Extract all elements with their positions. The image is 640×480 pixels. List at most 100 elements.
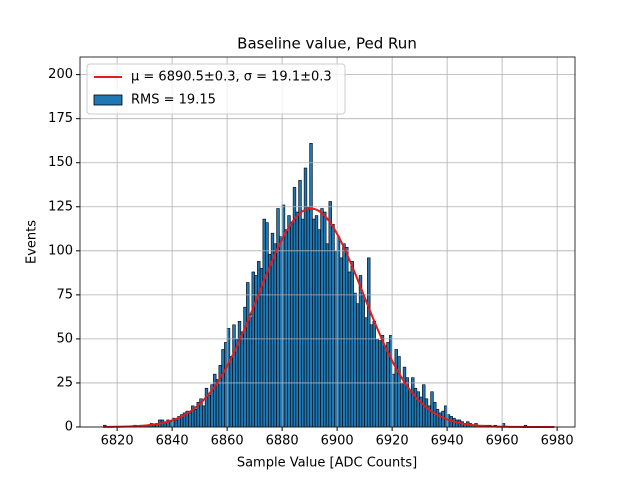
bar (174, 419, 178, 428)
x-tick-label: 6840 (156, 434, 189, 449)
bar (193, 409, 198, 428)
bar (287, 215, 291, 428)
bar (408, 391, 412, 428)
legend-patch (93, 94, 123, 106)
bar (257, 261, 261, 428)
x-tick-label: 6900 (321, 434, 354, 449)
fit-curve (103, 207, 555, 428)
bar (369, 324, 374, 428)
bar (435, 409, 440, 428)
axes-frame (79, 56, 576, 428)
bar (309, 143, 313, 428)
y-tick-label: 25 (56, 375, 73, 390)
bar (279, 236, 283, 428)
bar (345, 246, 349, 428)
x-axis-label: Sample Value [ADC Counts] (237, 456, 417, 471)
bar (312, 218, 316, 428)
bar (323, 211, 327, 428)
bar (411, 377, 415, 428)
bar (394, 349, 398, 428)
bar (314, 215, 319, 428)
bar (221, 349, 225, 428)
bar (215, 379, 220, 428)
y-tick-label: 75 (56, 287, 73, 302)
bar (339, 257, 343, 428)
bar (350, 261, 354, 428)
bar (424, 398, 429, 428)
bar (397, 356, 401, 428)
y-tick-label: 0 (65, 420, 73, 435)
y-tick-label: 125 (48, 199, 73, 214)
x-tick-label: 6960 (486, 434, 519, 449)
bar (325, 243, 330, 428)
bar (389, 335, 393, 428)
x-tick-label: 6880 (266, 434, 299, 449)
bar (292, 187, 297, 428)
bar (226, 328, 231, 428)
bar (213, 373, 217, 428)
legend-box (86, 63, 346, 115)
bar (342, 243, 346, 428)
bar (331, 224, 335, 428)
bar (378, 340, 382, 428)
bar (259, 268, 264, 428)
bar (367, 257, 371, 428)
bar (298, 180, 302, 428)
bar (402, 366, 407, 428)
bar (301, 218, 305, 428)
bar (328, 201, 332, 428)
bar (284, 229, 288, 428)
bar (383, 345, 387, 428)
bar (273, 243, 277, 428)
bar (262, 218, 266, 428)
bar (372, 320, 376, 428)
x-tick-label: 6980 (541, 434, 574, 449)
bar (416, 391, 420, 428)
bar (413, 387, 418, 428)
bar (400, 382, 404, 428)
y-tick-label: 100 (48, 243, 73, 258)
bar (320, 208, 324, 428)
bar (295, 211, 299, 428)
bar (202, 405, 206, 428)
y-tick-label: 150 (48, 155, 73, 170)
bar (317, 229, 321, 428)
y-tick-label: 50 (56, 331, 73, 346)
bar (444, 405, 448, 428)
x-tick-label: 6920 (376, 434, 409, 449)
bar (380, 335, 385, 428)
bar (224, 342, 228, 428)
bar (306, 206, 310, 428)
bar (364, 317, 368, 428)
y-tick-label: 175 (48, 111, 73, 126)
legend-label: RMS = 19.15 (131, 93, 216, 108)
bar (188, 412, 192, 428)
bar (204, 387, 209, 428)
bar (207, 394, 211, 428)
x-tick-label: 6940 (431, 434, 464, 449)
bar (361, 294, 365, 428)
bar (353, 292, 357, 428)
bar (246, 282, 250, 428)
bar (290, 222, 294, 428)
bar (336, 236, 341, 428)
bar (265, 222, 269, 428)
bar (240, 331, 244, 428)
bar (268, 254, 272, 428)
bar (169, 421, 173, 428)
bar (276, 208, 280, 428)
bar (430, 391, 434, 428)
bar (229, 356, 233, 428)
x-tick-label: 6820 (101, 434, 134, 449)
y-tick-label: 200 (48, 67, 73, 82)
x-tick-label: 6860 (211, 434, 244, 449)
legend-label: μ = 6890.5±0.3, σ = 19.1±0.3 (131, 70, 332, 85)
bar (232, 324, 236, 428)
chart-title: Baseline value, Ped Run (237, 35, 417, 53)
bar (356, 303, 360, 428)
bar (358, 275, 363, 428)
y-axis-label: Events (25, 220, 40, 264)
bar (391, 373, 396, 428)
bar (248, 317, 253, 428)
